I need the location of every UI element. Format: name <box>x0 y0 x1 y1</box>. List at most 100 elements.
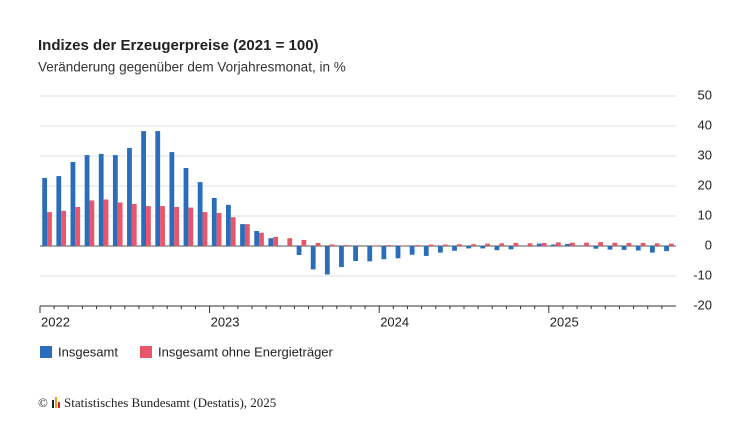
chart-subtitle: Veränderung gegenüber dem Vorjahresmonat… <box>38 60 346 75</box>
y-tick-label: 50 <box>698 87 712 102</box>
bar <box>273 237 279 246</box>
bar <box>216 213 222 246</box>
bar <box>541 243 547 246</box>
bar <box>381 246 387 260</box>
bar <box>160 206 165 246</box>
bar <box>640 243 646 246</box>
bar <box>555 242 561 246</box>
bar <box>254 231 260 246</box>
bar <box>188 207 194 246</box>
bar <box>259 232 264 246</box>
bar <box>146 206 151 246</box>
chart-title: Indizes der Erzeugerpreise (2021 = 100) <box>38 37 319 54</box>
bar <box>452 246 457 251</box>
bar <box>579 245 585 246</box>
bar <box>513 243 519 246</box>
bar <box>508 246 514 250</box>
logo <box>52 397 60 408</box>
bar <box>494 246 500 251</box>
bar <box>211 198 217 246</box>
x-tick-label: 2024 <box>380 314 409 329</box>
bar <box>89 200 95 246</box>
bar <box>456 244 462 246</box>
bar <box>612 242 618 246</box>
bar <box>296 246 302 255</box>
bar <box>103 199 109 246</box>
bar <box>353 246 358 261</box>
bar <box>117 202 123 246</box>
bar <box>310 246 316 270</box>
x-tick-label: 2023 <box>211 314 240 329</box>
bar <box>551 244 556 246</box>
bar <box>527 243 533 246</box>
bar <box>367 246 373 262</box>
x-tick-label: 2022 <box>41 314 70 329</box>
copyright: © <box>38 395 48 410</box>
bar <box>485 243 491 246</box>
y-tick-label: -20 <box>693 297 712 312</box>
bar <box>70 162 76 246</box>
x-tick-label: 2025 <box>550 314 579 329</box>
bar <box>428 244 434 246</box>
bar <box>98 153 104 246</box>
bar <box>593 246 599 249</box>
bar <box>174 207 180 246</box>
y-tick-label: 20 <box>698 177 712 192</box>
bar <box>230 217 236 246</box>
bar <box>287 238 293 246</box>
bar <box>244 224 250 246</box>
bar <box>466 246 472 249</box>
bar <box>400 245 406 246</box>
bar <box>315 243 321 246</box>
bar <box>536 243 542 246</box>
bar <box>668 243 674 246</box>
bar <box>47 212 52 246</box>
bar <box>343 245 349 246</box>
bar <box>75 207 81 246</box>
bar <box>155 131 161 246</box>
bar <box>301 240 307 246</box>
bar <box>42 177 48 246</box>
bar <box>225 204 231 246</box>
bar <box>197 182 203 246</box>
bar <box>654 243 660 246</box>
bar <box>84 155 90 246</box>
legend-swatch <box>40 346 52 358</box>
bar <box>442 244 448 246</box>
bar <box>202 212 208 246</box>
bar <box>565 243 570 246</box>
bar <box>183 168 189 246</box>
bar <box>635 246 641 251</box>
bar <box>584 242 589 246</box>
bar <box>324 246 330 275</box>
bar <box>61 210 67 246</box>
bar <box>372 245 377 246</box>
bar <box>56 176 62 246</box>
bar <box>169 152 175 246</box>
bar <box>141 131 146 246</box>
bar <box>409 246 415 255</box>
bar <box>607 246 613 250</box>
bar <box>112 155 118 246</box>
bar <box>339 246 344 267</box>
bar <box>395 246 401 259</box>
y-tick-label: 0 <box>705 237 712 252</box>
bar <box>127 147 132 246</box>
bar <box>386 245 392 246</box>
bar <box>131 204 137 246</box>
bar <box>621 246 627 250</box>
legend-swatch <box>139 346 152 358</box>
y-tick-label: 10 <box>698 207 712 222</box>
bar <box>570 242 575 246</box>
legend-label: Insgesamt ohne Energieträger <box>158 344 334 359</box>
y-tick-label: -10 <box>693 267 712 282</box>
bar <box>268 238 274 246</box>
bar <box>664 246 669 252</box>
bar <box>414 245 420 246</box>
y-tick-label: 30 <box>698 147 712 162</box>
source: Statistisches Bundesamt (Destatis), 2025 <box>64 395 276 410</box>
bar <box>423 246 429 256</box>
bar <box>598 242 604 246</box>
bar <box>626 243 632 246</box>
